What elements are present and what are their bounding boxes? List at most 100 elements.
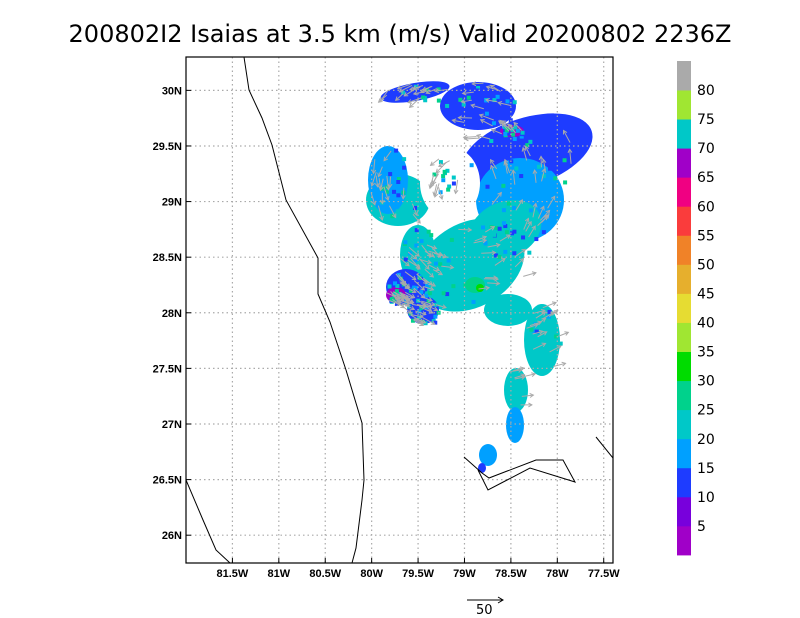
wind-arrow-head	[527, 220, 532, 226]
wind-speed-pixel	[504, 128, 509, 133]
wind-arrow-head	[394, 96, 400, 102]
wind-arrow-head	[451, 118, 457, 124]
lon-tick-label: 80W	[360, 568, 383, 580]
wind-speed-pixel	[396, 193, 401, 198]
wind-arrow	[514, 374, 525, 379]
wind-arrow-head	[484, 97, 490, 103]
wind-arrow	[383, 186, 389, 201]
wind-speed-pixel	[505, 99, 510, 104]
wind-arrow-head	[520, 373, 526, 379]
wind-arrow-head	[470, 103, 476, 109]
wind-arrow	[420, 259, 432, 264]
wind-arrow	[413, 280, 425, 291]
wind-arrow	[390, 291, 401, 303]
lat-tick-label: 28N	[162, 308, 182, 320]
colorbar-label: 20	[697, 432, 715, 448]
wind-arrow-head	[379, 199, 385, 205]
wind-arrow-head	[556, 345, 562, 350]
wind-arrow-head	[374, 182, 380, 188]
wind-arrow	[501, 123, 510, 132]
wind-speed-pixel	[408, 283, 413, 288]
wind-speed-pixel	[413, 205, 418, 210]
wind-speed-pixel	[529, 148, 534, 153]
wind-speed-pixel	[512, 206, 517, 211]
wind-arrow-head	[491, 250, 497, 256]
wind-speed-pixel	[536, 164, 541, 169]
wind-arrow-head	[531, 271, 537, 276]
wind-arrow-head	[404, 295, 410, 301]
wind-arrow	[388, 205, 397, 218]
wind-arrow-head	[427, 259, 433, 265]
wind-arrow-head	[377, 185, 383, 190]
wind-arrow-head	[403, 92, 409, 97]
wind-speed-pixel	[436, 87, 441, 92]
wind-speed-pixel	[525, 143, 530, 148]
wind-speed-pixel	[446, 187, 451, 192]
wind-speed-pixel	[396, 179, 401, 184]
wind-speed-pixel	[475, 88, 480, 93]
wind-arrow-head	[485, 85, 491, 90]
wind-speed-blob	[479, 444, 497, 466]
wind-arrow-head	[411, 275, 417, 281]
wind-arrow	[416, 273, 428, 284]
wind-arrow-head	[398, 88, 404, 93]
wind-arrow	[438, 160, 450, 167]
wind-speed-pixel	[504, 237, 509, 242]
wind-arrow	[553, 362, 566, 367]
wind-arrow-head	[438, 195, 444, 201]
wind-speed-pixel	[414, 228, 419, 233]
wind-arrow	[504, 161, 508, 174]
wind-arrow-head	[503, 158, 509, 164]
wind-speed-pixel	[513, 125, 518, 130]
plot-frame	[185, 56, 614, 564]
wind-speed-pixel	[510, 231, 515, 236]
wind-speed-pixel	[503, 132, 508, 137]
wind-speed-blob	[484, 294, 532, 326]
wind-speed-pixel	[400, 300, 405, 305]
lat-tick-label: 29.5N	[153, 141, 182, 153]
wind-arrow-head	[430, 301, 436, 307]
wind-arrow-head	[462, 134, 468, 140]
wind-arrow	[501, 120, 514, 129]
wind-arrow	[430, 158, 440, 166]
wind-speed-pixel	[534, 329, 539, 334]
wind-arrow-head	[421, 311, 427, 316]
wind-arrow-head	[528, 402, 533, 408]
wind-arrow-head	[537, 320, 543, 326]
wind-arrow-head	[564, 331, 570, 336]
wind-arrow-head	[418, 319, 424, 325]
wind-speed-pixel	[413, 84, 418, 89]
colorbar-segment	[677, 119, 691, 149]
wind-speed-pixel	[497, 255, 502, 260]
wind-speed-pixel	[413, 285, 418, 290]
wind-speed-pixel	[541, 174, 546, 179]
colorbar-label: 70	[697, 141, 715, 157]
wind-arrow	[422, 277, 433, 286]
longitude-tick-labels: 81.5W 81W 80.5W 80W 79.5W 79W 78.5W 78W 77.5W	[217, 568, 621, 580]
wind-arrow-head	[545, 209, 551, 215]
wind-speed-pixel	[449, 237, 454, 242]
wind-speed-pixel	[471, 299, 476, 304]
wind-speed-pixel	[424, 283, 429, 288]
wind-arrow-head	[490, 226, 496, 231]
wind-arrow-head	[482, 238, 488, 244]
wind-arrow-head	[521, 146, 527, 152]
wind-arrow	[490, 165, 497, 180]
wind-arrow-head	[396, 85, 402, 90]
wind-arrow-head	[521, 248, 527, 254]
wind-arrow	[422, 85, 433, 91]
wind-arrow	[435, 161, 447, 174]
wind-speed-pixel	[494, 226, 499, 231]
colorbar-label: 15	[697, 461, 715, 477]
wind-arrow	[424, 268, 434, 278]
wind-arrow-head	[428, 280, 434, 286]
wind-arrow-head	[538, 155, 544, 161]
wind-speed-pixel	[451, 284, 456, 289]
wind-speed-pixel	[504, 230, 509, 235]
wind-arrow-head	[475, 133, 481, 139]
wind-arrow	[537, 215, 548, 226]
wind-speed-pixel	[563, 180, 568, 185]
wind-speed-pixel	[501, 208, 506, 213]
wind-arrow-head	[425, 264, 430, 270]
wind-arrow-head	[538, 329, 544, 335]
